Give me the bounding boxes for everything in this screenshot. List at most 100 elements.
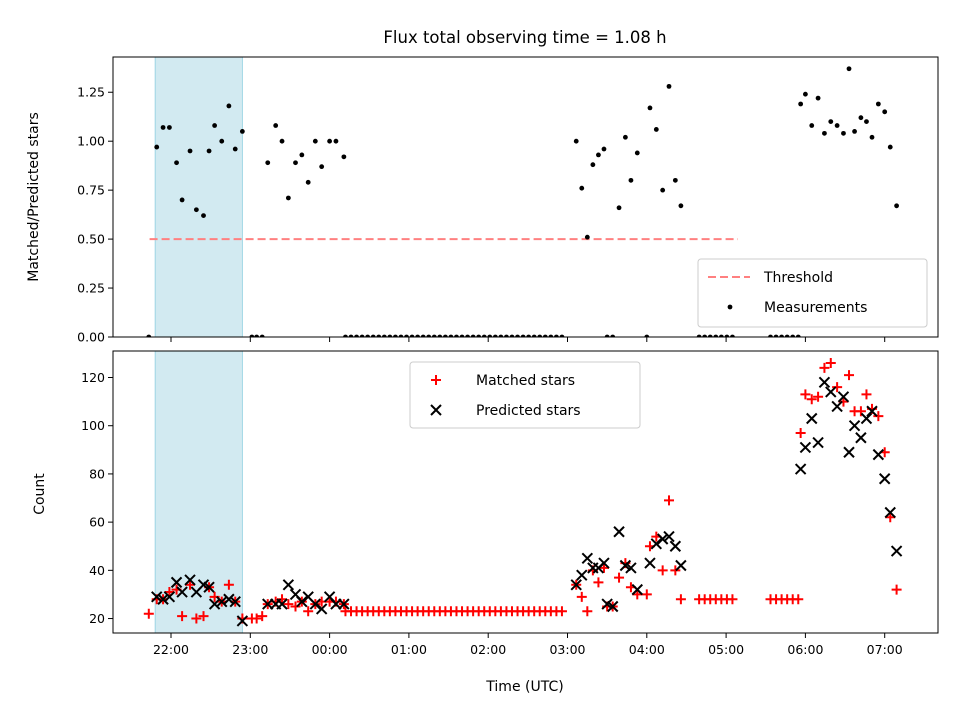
data-point — [855, 432, 867, 444]
data-point — [167, 125, 172, 130]
data-point — [193, 207, 199, 213]
data-point — [819, 362, 830, 373]
data-point — [875, 101, 881, 107]
data-point — [174, 160, 179, 166]
data-point — [279, 138, 285, 144]
data-point — [606, 600, 619, 613]
data-point — [348, 334, 354, 337]
x-tick-label: 06:00 — [787, 642, 823, 657]
data-point — [891, 584, 902, 595]
data-point — [208, 598, 221, 610]
data-point — [634, 150, 640, 156]
data-point — [420, 334, 426, 337]
data-point — [570, 579, 582, 591]
data-point — [448, 334, 454, 337]
data-point — [526, 334, 532, 337]
data-point — [164, 587, 175, 598]
data-point — [869, 134, 875, 140]
data-point — [265, 160, 271, 166]
data-point — [553, 334, 559, 337]
legend-box — [697, 258, 928, 328]
data-point — [664, 495, 675, 506]
data-point — [773, 334, 779, 337]
data-point — [675, 559, 687, 572]
legend: Threshold Measurements — [697, 258, 928, 328]
legend-label: Measurements — [764, 300, 867, 316]
data-point — [843, 446, 855, 458]
legend-label: Matched stars — [476, 373, 575, 389]
legend-key — [431, 375, 441, 385]
data-point — [806, 394, 817, 405]
data-point — [799, 441, 812, 454]
data-point — [319, 164, 325, 170]
data-point — [670, 565, 681, 576]
data-point — [531, 334, 537, 337]
data-point — [154, 144, 160, 150]
data-point — [825, 358, 836, 369]
ratio-panel: 0.00 0.25 0.50 0.75 1.00 1.25 Threshold Measure… — [77, 56, 939, 345]
data-point — [305, 179, 311, 185]
data-point — [303, 606, 314, 617]
data-point — [779, 334, 785, 337]
data-point — [696, 334, 702, 337]
data-point — [251, 613, 262, 624]
data-point — [160, 125, 166, 130]
data-point — [177, 611, 188, 622]
data-point — [873, 411, 884, 422]
data-point — [800, 389, 811, 400]
x-tick-label: 22:00 — [153, 642, 189, 657]
data-point — [206, 148, 212, 154]
data-point — [393, 334, 398, 337]
data-point — [212, 123, 218, 128]
data-point — [885, 512, 896, 523]
data-point — [579, 185, 585, 191]
data-point — [203, 581, 215, 593]
y-tick-label: 100 — [81, 418, 105, 433]
y-tick-label: 20 — [89, 611, 105, 626]
data-point — [487, 334, 493, 337]
data-point — [616, 205, 622, 211]
data-point — [822, 130, 827, 136]
data-point — [309, 598, 322, 610]
data-point — [276, 598, 288, 610]
data-point — [376, 334, 382, 337]
data-point — [604, 334, 610, 337]
data-point — [343, 334, 348, 337]
data-point — [404, 334, 409, 337]
series-predicted-stars — [151, 376, 903, 627]
data-point — [185, 579, 196, 590]
data-point — [657, 565, 668, 576]
data-point — [312, 138, 318, 144]
data-point — [831, 400, 843, 413]
data-point — [724, 334, 730, 337]
data-point — [864, 119, 869, 125]
data-point — [437, 334, 443, 337]
data-point — [282, 579, 295, 591]
data-point — [573, 138, 579, 144]
data-point — [236, 615, 249, 627]
data-point — [333, 138, 339, 144]
data-point — [504, 334, 509, 337]
data-point — [465, 334, 470, 337]
data-point — [727, 594, 738, 605]
data-point — [795, 334, 801, 337]
chart-title: Flux total observing time = 1.08 h — [383, 28, 666, 47]
data-point — [593, 577, 604, 588]
data-point — [660, 187, 666, 193]
data-point — [625, 562, 637, 574]
axes-frame — [112, 350, 939, 634]
y-tick-label: 120 — [81, 370, 105, 385]
data-point — [454, 334, 459, 337]
legend-label: Threshold — [763, 270, 833, 286]
data-point — [834, 123, 840, 128]
data-point — [809, 123, 815, 128]
data-point — [542, 334, 548, 337]
y-tick-label: 0.50 — [77, 232, 105, 247]
legend-label: Predicted stars — [476, 403, 581, 419]
data-point — [672, 177, 678, 183]
data-point — [257, 611, 268, 622]
data-point — [614, 572, 625, 583]
legend-key — [727, 304, 733, 310]
data-point — [151, 591, 163, 603]
data-point — [273, 123, 279, 128]
